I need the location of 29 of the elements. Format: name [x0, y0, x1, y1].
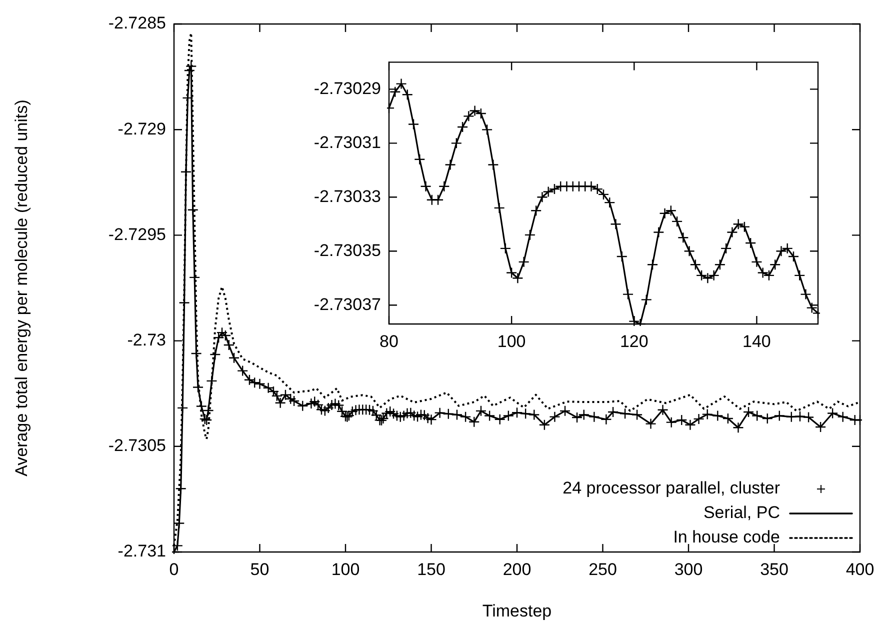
y-tick-label: -2.7305 [108, 436, 166, 456]
x-tick-label: 50 [250, 560, 270, 579]
y-tick-label: -2.731 [118, 542, 166, 561]
x-tick-label: 350 [760, 560, 788, 579]
x-tick-label: 200 [502, 560, 532, 579]
y-tick-label: -2.73033 [314, 186, 381, 206]
y-tick-label: -2.73035 [314, 240, 381, 260]
x-axis-title: Timestep [482, 601, 552, 620]
y-tick-label: -2.73037 [314, 294, 381, 314]
y-axis-title: Average total energy per molecule (reduced units) [12, 100, 31, 476]
legend-label: Serial, PC [703, 503, 780, 522]
y-tick-label: -2.73 [127, 330, 166, 350]
x-tick-label: 80 [380, 332, 398, 351]
x-tick-label: 150 [417, 560, 446, 579]
legend-label: In house code [673, 528, 780, 547]
x-tick-label: 140 [742, 332, 771, 351]
x-tick-label: 250 [588, 560, 617, 579]
x-tick-label: 100 [497, 332, 526, 351]
x-tick-label: 120 [620, 332, 648, 351]
x-tick-label: 0 [169, 560, 179, 579]
y-tick-label: -2.7285 [108, 14, 166, 33]
y-tick-label: -2.73031 [314, 132, 381, 152]
legend-label: 24 processor parallel, cluster [562, 478, 780, 498]
x-tick-label: 300 [674, 560, 703, 579]
y-tick-label: -2.73029 [314, 78, 381, 98]
y-tick-label: -2.729 [118, 119, 166, 138]
x-tick-label: 100 [331, 560, 360, 579]
y-tick-label: -2.7295 [108, 224, 166, 244]
x-tick-label: 400 [846, 560, 874, 579]
